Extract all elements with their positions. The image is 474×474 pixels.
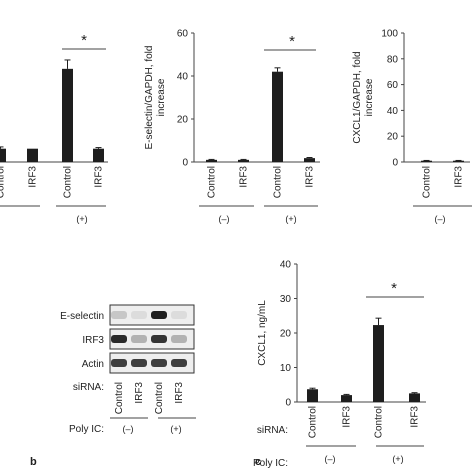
blot-band	[131, 359, 147, 367]
y-tick-label: 0	[285, 398, 291, 409]
blot-band	[131, 311, 147, 319]
significance-star: *	[81, 32, 87, 49]
y-axis-label: increase	[156, 78, 167, 116]
blot-band	[171, 359, 187, 367]
y-tick-label: 100	[381, 29, 398, 40]
blot-band	[151, 311, 167, 319]
group-label: (–)	[123, 424, 134, 434]
x-tick-label: IRF3	[410, 406, 421, 428]
blot-row-label: IRF3	[82, 335, 104, 346]
bar	[307, 389, 318, 402]
y-tick-label: 40	[280, 260, 292, 271]
x-tick-label: IRF3	[239, 166, 250, 188]
polyic-label: Poly IC:	[69, 424, 104, 435]
y-tick-label: 60	[177, 29, 189, 40]
x-tick-label: Control	[0, 166, 7, 198]
x-tick-label: IRF3	[94, 166, 105, 188]
group-label: (+)	[170, 424, 181, 434]
y-axis-label: CXCL1/GAPDH, fold	[352, 51, 363, 143]
y-tick-label: 10	[280, 363, 292, 374]
x-tick-label: Control	[422, 166, 433, 198]
blot-band	[151, 335, 167, 343]
bar	[341, 395, 352, 402]
y-tick-label: 0	[182, 158, 188, 169]
blot-lane-label: IRF3	[174, 382, 185, 404]
y-tick-label: 20	[280, 329, 292, 340]
bar	[238, 159, 249, 162]
significance-star: *	[391, 280, 397, 297]
y-tick-label: 40	[387, 106, 399, 117]
y-axis-label: E-selectin/GAPDH, fold	[144, 46, 155, 150]
bar	[453, 160, 464, 162]
bar	[272, 71, 283, 162]
y-tick-label: 20	[387, 132, 399, 143]
blot-band	[111, 335, 127, 343]
blot-lane-label: Control	[154, 382, 165, 414]
y-tick-label: 0	[392, 158, 398, 169]
x-tick-label: IRF3	[342, 406, 353, 428]
y-tick-label: 30	[280, 294, 292, 305]
blot-band	[111, 311, 127, 319]
x-tick-label: Control	[207, 166, 218, 198]
blot-band	[171, 335, 187, 343]
group-label: (+)	[76, 214, 87, 224]
group-label: (+)	[392, 454, 403, 464]
y-axis-label: increase	[364, 78, 375, 116]
polyic-label: Poly IC:	[253, 458, 288, 469]
bar	[421, 160, 432, 162]
blot-band	[111, 359, 127, 367]
sirna-label: siRNA:	[73, 382, 104, 393]
bar	[62, 68, 73, 162]
group-label: (–)	[219, 214, 230, 224]
panel-label-b: b	[30, 456, 37, 468]
x-tick-label: IRF3	[305, 166, 316, 188]
bar	[93, 148, 104, 162]
x-tick-label: Control	[374, 406, 385, 438]
sirna-label: siRNA:	[257, 425, 288, 436]
y-tick-label: 60	[387, 80, 399, 91]
blot-lane-label: Control	[114, 382, 125, 414]
blot-band	[151, 359, 167, 367]
y-tick-label: 80	[387, 54, 399, 65]
panel-label-c: c	[255, 456, 261, 468]
y-tick-label: 20	[177, 115, 189, 126]
x-tick-label: IRF3	[454, 166, 465, 188]
group-label: (–)	[325, 454, 336, 464]
y-tick-label: 40	[177, 72, 189, 83]
blot-row-label: Actin	[82, 359, 104, 370]
blot-lane-label: IRF3	[134, 382, 145, 404]
bar	[206, 159, 217, 162]
group-label: (+)	[285, 214, 296, 224]
bar	[373, 325, 384, 402]
significance-star: *	[289, 33, 295, 50]
x-tick-label: IRF3	[28, 166, 39, 188]
bar	[409, 393, 420, 402]
bar	[0, 148, 6, 162]
x-tick-label: Control	[63, 166, 74, 198]
y-axis-label: CXCL1, ng/mL	[257, 300, 268, 366]
bar	[27, 148, 38, 162]
blot-band	[171, 311, 187, 319]
group-label: (–)	[435, 214, 446, 224]
blot-row-label: E-selectin	[60, 311, 104, 322]
x-tick-label: Control	[308, 406, 319, 438]
blot-band	[131, 335, 147, 343]
bar	[304, 158, 315, 162]
x-tick-label: Control	[273, 166, 284, 198]
